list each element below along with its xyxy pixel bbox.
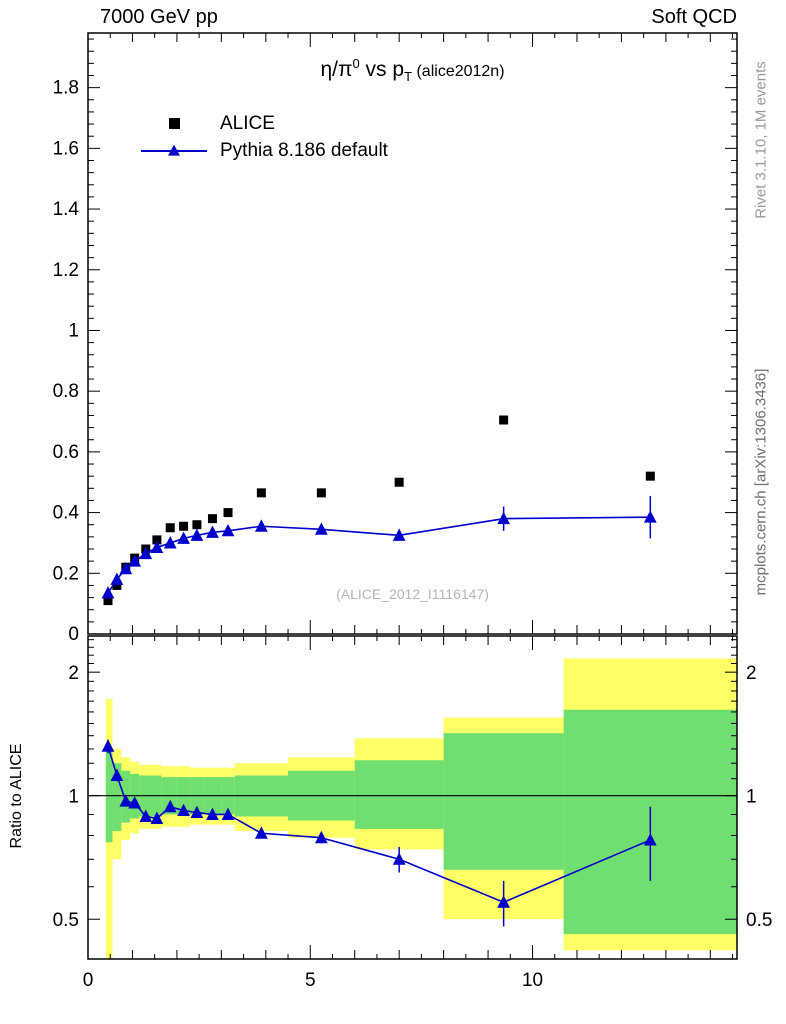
legend-label-pythia: Pythia 8.186 default <box>220 139 388 161</box>
analysis-watermark: (ALICE_2012_I1116147) <box>336 586 489 602</box>
legend: ALICE Pythia 8.186 default <box>138 110 388 164</box>
legend-swatch-alice <box>168 118 180 129</box>
main-panel-frame <box>87 32 738 635</box>
svg-text:0.5: 0.5 <box>53 910 79 931</box>
alice-data-series <box>103 415 655 606</box>
pythia-triangle-line-marker-icon <box>138 141 210 161</box>
ratio-pythia-series <box>101 739 657 927</box>
svg-text:0.2: 0.2 <box>53 563 79 584</box>
svg-text:1.6: 1.6 <box>53 138 79 159</box>
svg-text:0.8: 0.8 <box>53 381 79 402</box>
svg-text:0.6: 0.6 <box>53 442 79 463</box>
svg-text:0: 0 <box>83 970 94 991</box>
plot-title-mid: vs p <box>359 58 405 81</box>
legend-item-alice: ALICE <box>138 110 388 137</box>
header-process-tag: Soft QCD <box>651 6 737 28</box>
ratio-panel-frame <box>87 635 738 960</box>
rivet-version-label: Rivet 3.1.10, 1M events <box>752 61 770 219</box>
svg-text:0.4: 0.4 <box>53 503 80 524</box>
legend-item-pythia: Pythia 8.186 default <box>138 137 388 164</box>
main-axis-ticks <box>87 33 737 635</box>
legend-triangle-pythia <box>168 144 180 156</box>
svg-text:1.8: 1.8 <box>53 78 79 99</box>
header-beam-energy: 7000 GeV pp <box>100 6 218 28</box>
svg-text:1: 1 <box>746 787 757 808</box>
alice-square-marker-icon <box>138 114 210 134</box>
plot-title-suffix: (alice2012n) <box>412 63 505 80</box>
ratio-y-axis-title: Ratio to ALICE <box>8 743 25 849</box>
svg-text:1.2: 1.2 <box>53 260 79 281</box>
svg-text:1: 1 <box>68 320 79 341</box>
plot-title: η/π0 vs pT (alice2012n) <box>88 56 737 84</box>
svg-text:0: 0 <box>68 624 79 645</box>
plot-title-sup: 0 <box>352 56 360 71</box>
plot-title-prefix: η/π <box>320 58 353 81</box>
mcplots-credit-label: mcplots.cern.ch [arXiv:1306.3436] <box>752 368 770 596</box>
svg-text:2: 2 <box>746 663 757 684</box>
svg-text:0.5: 0.5 <box>746 910 772 931</box>
plot-title-sub: T <box>404 69 413 85</box>
x-axis-labels: 0 5 10 <box>83 970 543 991</box>
svg-text:1.4: 1.4 <box>53 199 80 220</box>
main-y-axis-labels: 0 0.2 0.4 0.6 0.8 1 1.2 1.4 1.6 1.8 <box>53 78 80 645</box>
svg-text:5: 5 <box>305 970 316 991</box>
legend-label-alice: ALICE <box>220 112 275 134</box>
svg-text:1: 1 <box>68 787 79 808</box>
pythia-mc-series <box>101 495 657 599</box>
svg-text:2: 2 <box>68 663 79 684</box>
ratio-y-axis-labels: 0.5 0.5 1 1 2 2 <box>53 663 773 931</box>
svg-text:10: 10 <box>522 970 543 991</box>
